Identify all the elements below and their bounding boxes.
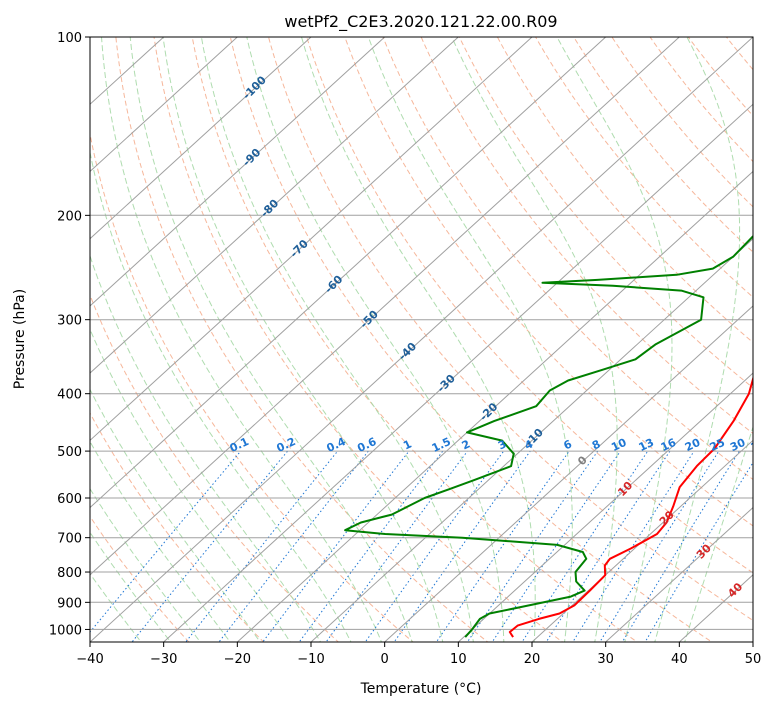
y-tick-label: 1000 bbox=[49, 623, 82, 638]
y-tick-label: 200 bbox=[57, 209, 82, 224]
isotherm-line bbox=[90, 37, 681, 576]
y-axis-label: Pressure (hPa) bbox=[12, 289, 28, 389]
dry-adiabat-line bbox=[306, 37, 753, 574]
dry-adiabat-line bbox=[90, 412, 265, 642]
y-tick-label: 500 bbox=[57, 445, 82, 460]
x-tick-label: 30 bbox=[597, 652, 614, 667]
mixing-ratio-label: 16 bbox=[659, 436, 679, 454]
y-tick-label: 600 bbox=[57, 492, 82, 507]
x-axis: −40 −30 −20 −10 0 10 20 30 40 50 bbox=[76, 642, 761, 667]
plot-area: 0.10.20.40.611.52346810131620253036-100-… bbox=[90, 37, 769, 642]
mixing-ratio-line bbox=[262, 450, 410, 642]
moist-adiabat-line bbox=[162, 37, 444, 642]
dry-adiabat-line bbox=[153, 37, 564, 642]
chart-title: wetPf2_C2E3.2020.121.22.00.R09 bbox=[284, 12, 557, 32]
isotherm-line bbox=[531, 439, 753, 642]
x-tick-label: 10 bbox=[450, 652, 467, 667]
dry-adiabat-line bbox=[90, 515, 190, 642]
temperature-line bbox=[508, 375, 753, 638]
isotherm-line bbox=[90, 37, 312, 240]
isotherm-line bbox=[90, 37, 460, 374]
x-tick-label: −10 bbox=[297, 652, 324, 667]
mixing-ratio-label: 13 bbox=[637, 436, 656, 454]
isobars bbox=[90, 37, 753, 630]
mixing-ratio-label: 10 bbox=[609, 436, 629, 454]
isotherm-line bbox=[90, 37, 607, 509]
isotherm-line bbox=[162, 103, 753, 642]
mixing-ratio-label: 36 bbox=[749, 436, 769, 454]
dry-adiabat-line bbox=[229, 37, 713, 642]
isotherm-line bbox=[90, 37, 239, 173]
dry-adiabat-line bbox=[420, 37, 753, 435]
moist-adiabat-line bbox=[654, 37, 741, 642]
y-tick-label: 700 bbox=[57, 532, 82, 547]
x-axis-label: Temperature (°C) bbox=[360, 681, 482, 697]
dewpoint-line bbox=[344, 234, 753, 638]
mixing-ratio-line bbox=[545, 450, 671, 642]
series-layer bbox=[344, 234, 753, 638]
y-tick-label: 300 bbox=[57, 314, 82, 329]
dry-adiabat-line bbox=[496, 37, 753, 344]
x-tick-label: −30 bbox=[150, 652, 177, 667]
moist-adiabat-line bbox=[90, 150, 352, 642]
isotherm-line bbox=[310, 238, 753, 642]
dry-adiabat-line bbox=[115, 37, 489, 642]
x-tick-label: 40 bbox=[671, 652, 688, 667]
isotherm-line bbox=[90, 37, 533, 442]
x-tick-label: 20 bbox=[524, 652, 541, 667]
x-tick-label: −40 bbox=[76, 652, 103, 667]
mixing-ratio-line bbox=[491, 450, 621, 642]
mixing-ratio-label: 25 bbox=[708, 436, 727, 454]
mixing-ratio-line bbox=[393, 450, 531, 642]
isotherm-line bbox=[383, 305, 753, 642]
isotherm-line bbox=[90, 37, 386, 307]
dry-adiabat-line bbox=[535, 37, 753, 298]
isotherm-line bbox=[604, 506, 753, 642]
plot-frame bbox=[89, 36, 754, 643]
y-tick-label: 100 bbox=[57, 31, 82, 46]
dry-adiabats bbox=[90, 37, 753, 642]
dry-adiabat-line bbox=[458, 37, 753, 389]
dry-adiabat-line bbox=[611, 37, 753, 208]
isotherm-line bbox=[236, 170, 753, 642]
x-tick-label: 0 bbox=[381, 652, 389, 667]
mixing-ratio-label: 30 bbox=[728, 436, 748, 454]
mixing-ratio-line bbox=[185, 450, 338, 642]
x-tick-label: −20 bbox=[224, 652, 251, 667]
mixing-ratio-line bbox=[364, 450, 505, 642]
isotherm-line bbox=[90, 37, 753, 642]
y-tick-label: 900 bbox=[57, 596, 82, 611]
dry-adiabat-line bbox=[382, 37, 753, 481]
mixing-ratio-line bbox=[435, 450, 570, 642]
dry-adiabat-line bbox=[90, 293, 340, 642]
dry-adiabat-line bbox=[267, 37, 753, 622]
x-tick-label: 50 bbox=[745, 652, 762, 667]
mixing-ratio-line bbox=[218, 450, 369, 642]
mixing-ratio-line bbox=[644, 461, 753, 642]
y-axis: 100 200 300 400 500 600 700 800 900 1000 bbox=[49, 31, 90, 638]
dry-adiabat-line bbox=[191, 37, 638, 642]
y-tick-label: 800 bbox=[57, 566, 82, 581]
y-tick-label: 400 bbox=[57, 388, 82, 403]
mixing-ratio-label: 20 bbox=[683, 436, 703, 454]
